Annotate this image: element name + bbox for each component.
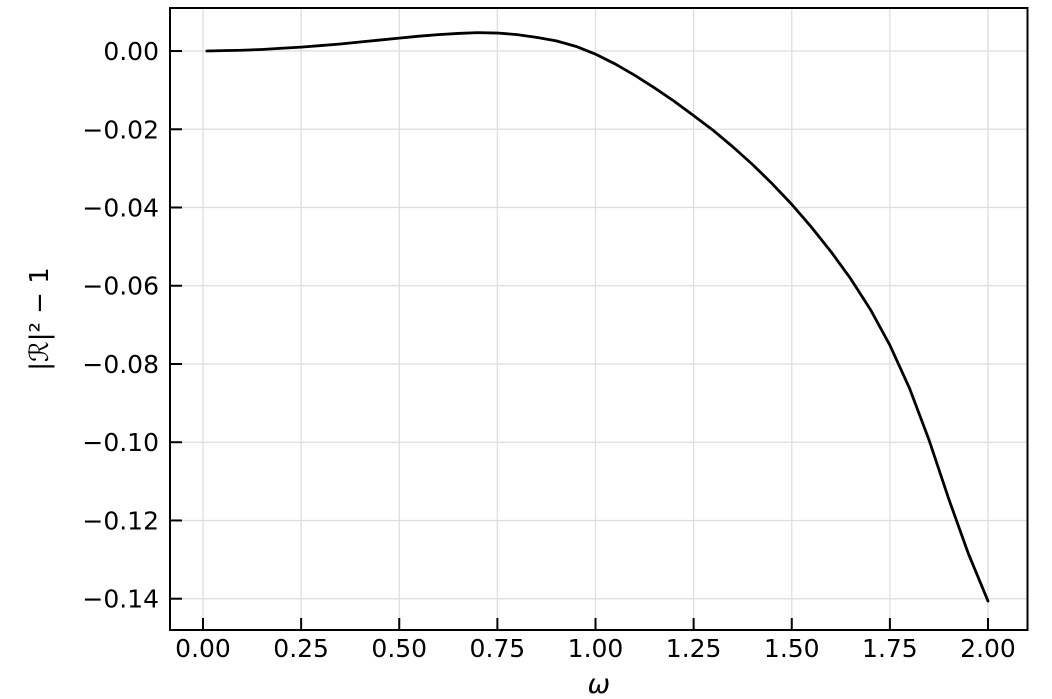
x-tick-labels: 0.00 0.25 0.50 0.75 1.00 1.25 1.50 1.75 2.00 — [175, 634, 1016, 663]
y-tick-labels: 0.00 −0.02 −0.04 −0.06 −0.08 −0.10 −0.12 −0.14 — [82, 37, 159, 614]
y-tick-label: −0.14 — [82, 585, 159, 614]
x-tick-label: 1.50 — [764, 634, 820, 663]
y-tick-label: −0.08 — [82, 350, 159, 379]
y-axis-label: |ℛ|² − 1 — [25, 267, 55, 371]
x-tick-label: 0.75 — [470, 634, 526, 663]
y-tick-label: −0.02 — [82, 115, 159, 144]
x-tick-label: 0.00 — [175, 634, 231, 663]
x-tick-label: 1.25 — [666, 634, 722, 663]
x-tick-label: 0.50 — [371, 634, 427, 663]
x-tick-label: 1.75 — [862, 634, 918, 663]
plot-frame — [169, 7, 1029, 631]
axis-tick-marks — [171, 50, 990, 629]
x-axis-label: ω — [587, 669, 610, 699]
y-tick-label: −0.06 — [82, 272, 159, 301]
y-tick-label: −0.10 — [82, 428, 159, 457]
y-tick-label: −0.12 — [82, 506, 159, 535]
y-tick-label: −0.04 — [82, 194, 159, 223]
data-curve — [205, 31, 990, 603]
x-tick-label: 2.00 — [960, 634, 1016, 663]
y-tick-label: 0.00 — [103, 37, 159, 66]
gridlines — [170, 8, 1028, 630]
x-tick-label: 0.25 — [273, 634, 329, 663]
x-tick-label: 1.00 — [568, 634, 624, 663]
